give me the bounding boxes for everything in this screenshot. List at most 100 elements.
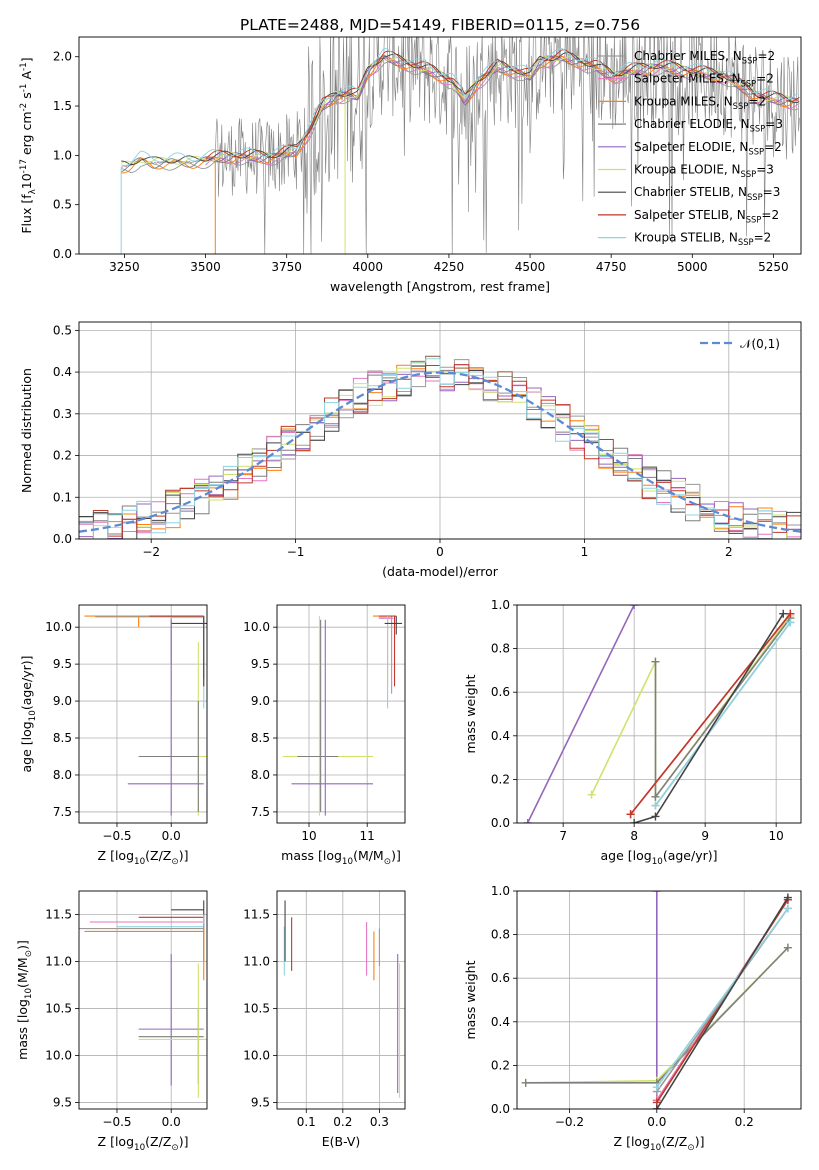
massweight-line xyxy=(590,615,791,800)
x-tick-label: 11 xyxy=(360,829,375,843)
axes-frame xyxy=(78,604,208,824)
y-tick-label: 1.0 xyxy=(491,598,510,612)
y-tick-label: 10.0 xyxy=(243,1048,270,1062)
x-tick-label: −0.5 xyxy=(102,1115,131,1129)
massweight-line xyxy=(654,617,791,800)
massweight-marker xyxy=(587,790,596,799)
errorbar-point xyxy=(79,923,205,962)
axes-frame xyxy=(276,604,406,824)
plot-area xyxy=(79,355,801,539)
data-spectrum xyxy=(121,37,800,254)
panel-mass_vs_EBV: 0.1 0.2 0.3 9.5 10.0 10.5 11.0 11.5 E(B-V) xyxy=(243,890,406,1149)
y-tick-label: 9.0 xyxy=(53,694,72,708)
x-tick-label: −1 xyxy=(287,545,305,559)
x-tick-label: 7 xyxy=(559,829,567,843)
y-tick-label: 9.0 xyxy=(251,694,270,708)
x-tick-label: 5250 xyxy=(758,260,789,274)
x-axis-label: Z [log10(Z/Z⊙)] xyxy=(614,1134,705,1153)
x-tick-label: 0.1 xyxy=(297,1115,316,1129)
x-tick-label: 10 xyxy=(301,829,316,843)
massweight-marker xyxy=(783,943,792,952)
x-tick-label: 3500 xyxy=(190,260,221,274)
y-tick-label: 0.6 xyxy=(491,685,510,699)
massweight-line xyxy=(633,613,784,823)
panel-mass_vs_Z: −0.5 0.0 9.5 10.0 10.5 11.0 11.5 Z [log10(Z/Z⊙)… xyxy=(15,890,208,1153)
axes-frame xyxy=(78,36,802,255)
y-tick-label: 10.5 xyxy=(45,1001,72,1015)
x-tick-label: 3250 xyxy=(109,260,140,274)
x-tick-label: 0.2 xyxy=(333,1115,352,1129)
y-tick-label: 8.5 xyxy=(53,731,72,745)
y-axis-label: Flux [fλ10-17 erg cm-2 s-1 A-1] xyxy=(19,57,38,233)
x-tick-label: 4000 xyxy=(353,260,384,274)
x-tick-label: −2 xyxy=(142,545,160,559)
legend-entry: Chabrier ELODIE, NSSP=3 xyxy=(634,117,783,134)
y-tick-label: 0.2 xyxy=(491,772,510,786)
model-line-kroupa-elodie xyxy=(120,54,799,165)
plot-area xyxy=(523,605,795,823)
plot-area xyxy=(282,615,403,816)
x-tick-label: 0.2 xyxy=(735,1115,754,1129)
y-axis-label: mass weight xyxy=(463,674,478,753)
massweight-marker xyxy=(651,792,660,801)
x-tick-label: 0 xyxy=(436,545,444,559)
plot-area xyxy=(84,615,207,816)
model-line-kroupa-stelib xyxy=(121,47,799,166)
y-tick-label: 1.0 xyxy=(53,148,72,162)
y-axis-label: mass weight xyxy=(463,960,478,1039)
axes-frame xyxy=(276,890,406,1110)
massweight-marker xyxy=(521,1078,530,1087)
y-tick-label: 0.4 xyxy=(53,365,72,379)
model-line-chabrier-stelib xyxy=(121,52,799,165)
x-tick-label: 8 xyxy=(630,829,638,843)
errorbar-point xyxy=(282,616,373,816)
panel-massweight_vs_age: 7 8 9 10 0.0 0.2 0.4 0.6 0.8 1.0 age [log10(age/yr… xyxy=(463,598,802,867)
x-tick-label: 3750 xyxy=(271,260,302,274)
y-tick-label: 1.0 xyxy=(491,884,510,898)
errorbar-point xyxy=(297,619,339,812)
x-tick-label: 2 xyxy=(725,545,733,559)
massweight-marker xyxy=(652,891,661,895)
model-line-salpeter-stelib xyxy=(205,49,800,160)
y-tick-label: 9.5 xyxy=(251,657,270,671)
massweight-marker xyxy=(786,609,795,618)
x-axis-label: mass [log10(M/M⊙)] xyxy=(281,848,401,867)
errorbar-point xyxy=(138,963,207,1098)
massweight-line xyxy=(629,613,791,815)
massweight-line xyxy=(526,605,635,823)
panel-massweight_vs_Z: −0.2 0.0 0.2 0.0 0.2 0.4 0.6 0.8 1.0 Z [log10(Z/Z… xyxy=(463,884,802,1153)
x-tick-label: −0.2 xyxy=(555,1115,584,1129)
y-tick-label: 8.0 xyxy=(53,768,72,782)
plot-area xyxy=(79,900,207,1098)
y-axis-label: age [log10(age/yr)] xyxy=(19,655,38,772)
errorbar-point xyxy=(138,701,199,812)
y-tick-label: 8.0 xyxy=(251,768,270,782)
massweight-line xyxy=(656,907,789,1088)
errorbar-point xyxy=(291,619,373,816)
errorbar-point xyxy=(378,616,394,694)
y-tick-label: 0.0 xyxy=(491,1102,510,1116)
massweight-marker xyxy=(652,1083,661,1092)
errorbar-point xyxy=(149,615,205,679)
figure-title: PLATE=2488, MJD=54149, FIBERID=0115, z=0… xyxy=(240,16,640,34)
y-tick-label: 8.5 xyxy=(251,731,270,745)
x-tick-label: 4250 xyxy=(434,260,465,274)
x-axis-label: E(B-V) xyxy=(322,1134,361,1149)
y-tick-label: 0.0 xyxy=(491,816,510,830)
axes-frame xyxy=(78,890,208,1110)
y-tick-label: 0.2 xyxy=(491,1058,510,1072)
legend-entry: Salpeter MILES, NSSP=2 xyxy=(634,72,774,89)
axes-frame xyxy=(516,604,802,824)
x-axis-label: age [log10(age/yr)] xyxy=(600,848,717,867)
y-tick-label: 10.5 xyxy=(243,1001,270,1015)
x-axis-label: Z [log10(Z/Z⊙)] xyxy=(98,848,189,867)
x-tick-label: 9 xyxy=(701,829,709,843)
legend: Chabrier MILES, NSSP=2 Salpeter MILES, NS… xyxy=(598,49,783,247)
axes-frame xyxy=(78,321,802,540)
massweight-marker xyxy=(630,605,639,609)
errorbar-point xyxy=(127,619,204,816)
x-tick-label: 4500 xyxy=(515,260,546,274)
legend-entry: Chabrier STELIB, NSSP=3 xyxy=(634,185,780,202)
legend-entry: Kroupa MILES, NSSP=2 xyxy=(634,94,766,111)
errorbar-point xyxy=(171,616,207,687)
